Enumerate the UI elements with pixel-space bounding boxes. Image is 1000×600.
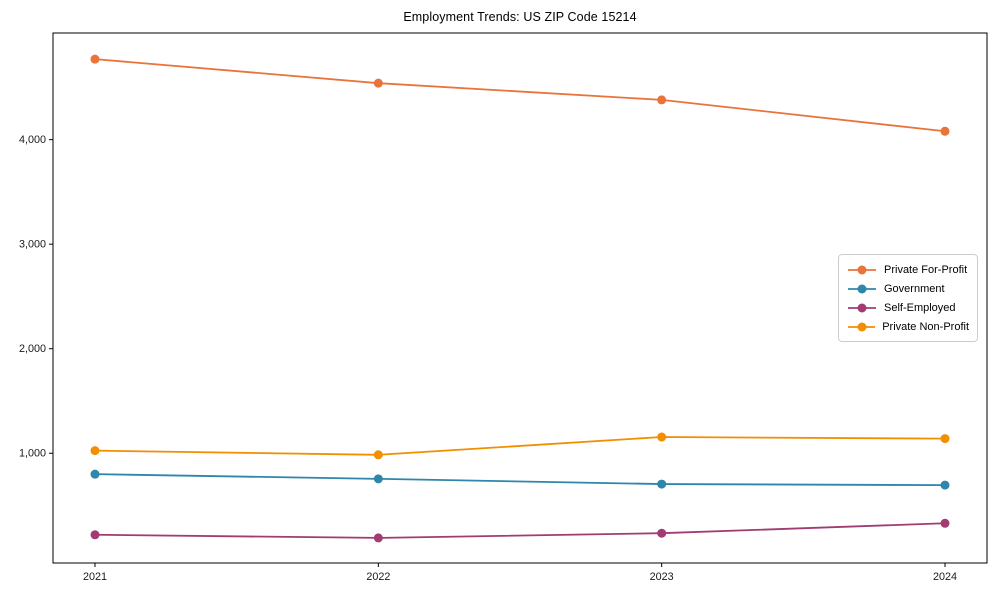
legend-item: Government (847, 280, 969, 298)
legend-marker-icon (848, 284, 876, 293)
data-point (373, 78, 383, 88)
x-tick-label: 2021 (83, 571, 107, 583)
plot-border (52, 32, 988, 564)
legend-marker-icon (848, 303, 876, 312)
legend-item: Private For-Profit (847, 261, 969, 279)
data-point (657, 479, 667, 489)
data-point (373, 474, 383, 484)
x-tick-label: 2024 (933, 571, 957, 583)
series-line (94, 473, 946, 487)
legend-marker-icon (848, 265, 876, 274)
y-tick-label: 2,000 (19, 343, 46, 355)
legend-item: Self-Employed (847, 299, 969, 317)
data-point (90, 54, 100, 64)
legend-marker-icon (848, 322, 876, 331)
chart-title: Employment Trends: US ZIP Code 15214 (403, 10, 637, 24)
data-point (90, 469, 100, 479)
legend: Private For-Profit Government Self-Employe… (838, 254, 978, 342)
y-tick-label: 4,000 (19, 134, 46, 146)
x-tick-label: 2023 (650, 571, 674, 583)
legend-item: Private Non-Profit (847, 318, 969, 336)
data-point (90, 446, 100, 456)
data-point (373, 450, 383, 460)
data-point (373, 533, 383, 543)
x-tick-label: 2022 (366, 571, 390, 583)
legend-item-label: Private For-Profit (884, 263, 968, 276)
y-tick-label: 1,000 (19, 448, 46, 460)
series-line (94, 436, 946, 456)
data-point (657, 95, 667, 105)
data-point (657, 432, 667, 442)
data-point (940, 480, 950, 490)
series-line (94, 522, 946, 539)
data-point (657, 528, 667, 538)
legend-item-label: Private Non-Profit (882, 320, 969, 333)
legend-item-label: Government (884, 282, 945, 295)
data-point (940, 434, 950, 444)
data-point (940, 126, 950, 136)
data-point (940, 518, 950, 528)
data-point (90, 530, 100, 540)
y-tick-label: 3,000 (19, 239, 46, 251)
legend-item-label: Self-Employed (884, 301, 956, 314)
series-line (94, 58, 946, 133)
